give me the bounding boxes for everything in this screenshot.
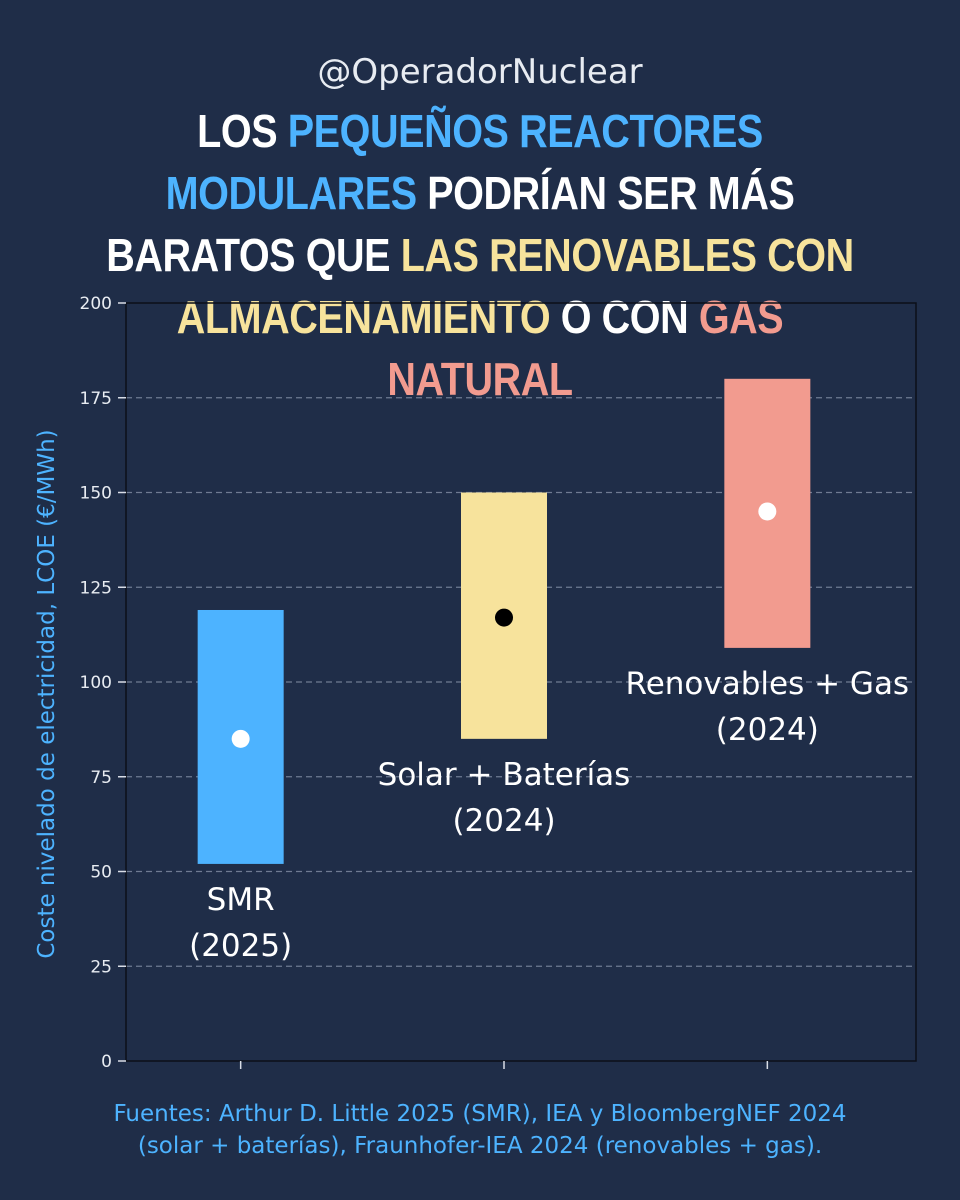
y-axis-label: Coste nivelado de electricidad, LCOE (€/… — [34, 429, 60, 958]
y-tick-label-6: 150 — [80, 484, 112, 504]
y-tick-label-2: 50 — [90, 863, 112, 883]
headline-part-3: podrían ser más baratos que — [106, 167, 795, 281]
sources-footer: Fuentes: Arthur D. Little 2025 (SMR), IE… — [0, 1098, 960, 1162]
bar-label-1-0: Solar + Baterías — [378, 757, 631, 793]
bar-label-2-0: Renovables + Gas — [626, 666, 910, 702]
headline-part-5: o con — [550, 291, 699, 343]
headline-part-4: las renovables con almacenamiento — [176, 229, 854, 343]
mid-marker-0 — [231, 729, 250, 748]
headline-part-6: gas natural — [387, 291, 784, 405]
y-tick-label-7: 175 — [80, 389, 112, 409]
y-tick-label-1: 25 — [90, 957, 112, 977]
sources-line-1: Fuentes: Arthur D. Little 2025 (SMR), IE… — [113, 1101, 847, 1127]
y-tick-label-0: 0 — [101, 1052, 112, 1072]
author-handle: @OperadorNuclear — [317, 52, 643, 92]
headline-part-2: pequeños reactores modulares — [165, 105, 764, 219]
headline-part-1: Los — [197, 105, 288, 157]
y-tick-label-3: 75 — [90, 768, 112, 788]
sources-line-2: (solar + baterías), Fraunhofer-IEA 2024 … — [137, 1133, 823, 1159]
lcoe-range-chart: 0 25 50 75 100 125 150 175 200 Coste nivelado de … — [34, 294, 917, 1072]
y-tick-label-5: 125 — [80, 578, 112, 598]
y-tick-label-8: 200 — [80, 294, 112, 314]
mid-marker-2 — [758, 502, 777, 521]
y-tick-label-4: 100 — [80, 673, 112, 693]
bar-label-0-0: SMR — [207, 882, 275, 918]
mid-marker-1 — [495, 608, 513, 627]
headline: Los pequeños reactores modulares podrían… — [84, 100, 875, 410]
bar-label-1-1: (2024) — [452, 803, 555, 839]
bar-label-2-1: (2024) — [716, 712, 819, 748]
bar-label-0-1: (2025) — [189, 928, 292, 964]
